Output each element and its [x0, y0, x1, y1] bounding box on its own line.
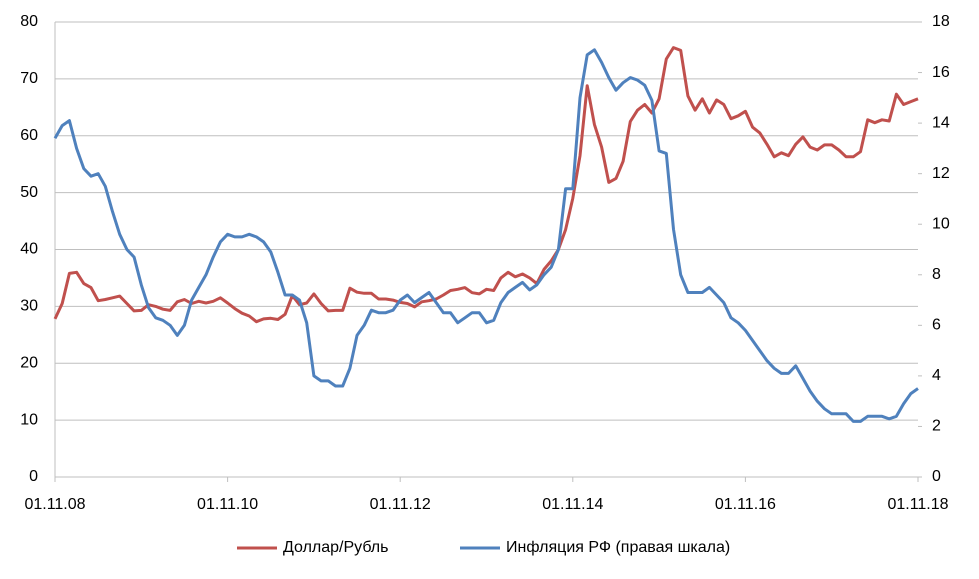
x-tick-label: 01.11.08 [24, 496, 85, 513]
y-tick-label: 0 [29, 468, 38, 485]
y-tick-label: 40 [20, 241, 38, 258]
legend-label: Доллар/Рубль [283, 539, 388, 556]
x-tick-label: 01.11.18 [887, 496, 948, 513]
y2-tick-label: 4 [932, 367, 941, 384]
y2-tick-label: 2 [932, 418, 941, 435]
x-tick-label: 01.11.10 [197, 496, 258, 513]
series-line [53, 48, 919, 423]
y2-tick-label: 14 [932, 114, 950, 131]
x-tick-label: 01.11.14 [542, 496, 603, 513]
y-tick-label: 80 [20, 13, 38, 30]
y2-tick-label: 12 [932, 165, 950, 182]
series-line [53, 46, 919, 324]
y2-tick-label: 6 [932, 317, 941, 334]
y-tick-label: 60 [20, 127, 38, 144]
y-tick-label: 50 [20, 184, 38, 201]
x-tick-label: 01.11.16 [715, 496, 776, 513]
x-tick-label: 01.11.12 [370, 496, 431, 513]
y-tick-label: 10 [20, 411, 38, 428]
y2-tick-label: 18 [932, 13, 950, 30]
y-tick-label: 20 [20, 354, 38, 371]
y2-tick-label: 10 [932, 215, 950, 232]
y2-tick-label: 8 [932, 266, 941, 283]
legend-label: Инфляция РФ (правая шкала) [506, 539, 730, 556]
y2-tick-label: 0 [932, 468, 941, 485]
y2-tick-label: 16 [932, 64, 950, 81]
y-tick-label: 70 [20, 70, 38, 87]
y-tick-label: 30 [20, 298, 38, 315]
